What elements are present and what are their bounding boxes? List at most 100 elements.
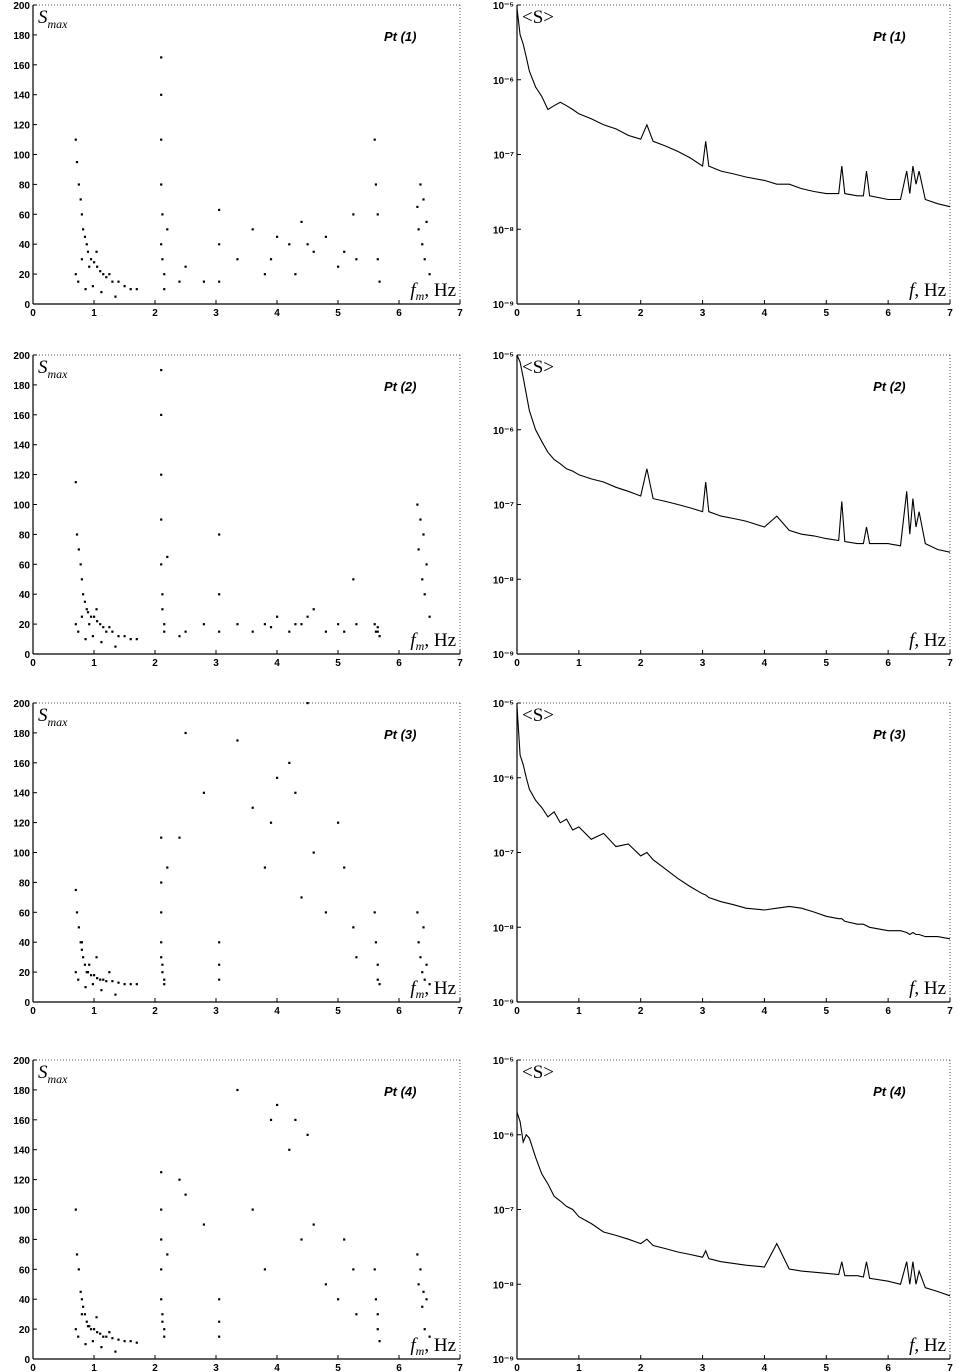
point	[86, 250, 90, 253]
x-tick-label: 6	[396, 308, 402, 319]
y-tick-label: 100	[13, 1206, 30, 1217]
point	[163, 288, 166, 291]
point	[108, 626, 111, 629]
chart-title: Pt (4)	[873, 1084, 906, 1099]
point	[416, 1253, 419, 1256]
y-tick-label: 200	[13, 1056, 30, 1067]
point	[218, 533, 221, 536]
point	[416, 503, 419, 506]
point	[74, 623, 77, 626]
x-axis-label-sub: m	[416, 639, 425, 653]
point	[88, 963, 91, 966]
y-tick-label: 180	[13, 1086, 30, 1097]
x-tick-label: 4	[274, 1363, 280, 1372]
point	[416, 205, 419, 209]
y-tick-label: 20	[19, 270, 31, 281]
point	[251, 630, 254, 633]
point	[82, 593, 85, 596]
point	[77, 926, 80, 929]
point	[428, 983, 431, 986]
point	[100, 641, 103, 644]
point	[123, 1340, 126, 1343]
x-axis-label-main: f	[410, 1335, 418, 1356]
point	[218, 280, 221, 283]
point	[95, 956, 98, 959]
y-axis-label: Smax	[38, 357, 68, 381]
x-axis-label-main: f	[410, 280, 418, 301]
point	[161, 1320, 164, 1323]
point	[96, 620, 99, 623]
point	[163, 1328, 166, 1331]
point	[163, 978, 166, 981]
point	[421, 971, 424, 974]
point	[184, 630, 187, 633]
x-tick-label: 0	[30, 1006, 36, 1017]
point	[376, 1328, 379, 1331]
point	[77, 183, 80, 186]
point	[423, 593, 426, 596]
x-tick-label: 3	[213, 308, 219, 319]
point	[95, 608, 98, 611]
x-tick-label: 2	[152, 1006, 158, 1017]
point	[108, 273, 111, 276]
point	[105, 630, 108, 633]
point	[75, 911, 79, 914]
x-axis-label-rest: , Hz	[424, 630, 456, 651]
point	[79, 941, 82, 944]
point	[166, 228, 169, 231]
point	[123, 983, 126, 986]
y-tick-label: 140	[13, 1146, 30, 1157]
x-axis-label-main: f	[909, 978, 917, 999]
y-tick-label: 200	[13, 351, 30, 362]
point	[269, 258, 273, 261]
y-tick-label: 0	[24, 998, 30, 1009]
point	[428, 273, 431, 276]
point	[82, 956, 85, 959]
x-tick-label: 4	[762, 1006, 768, 1017]
point	[89, 615, 93, 618]
point	[294, 623, 297, 626]
point	[161, 963, 164, 966]
point	[83, 235, 87, 238]
x-tick-label: 6	[885, 658, 891, 669]
chart-title: Pt (3)	[384, 727, 417, 742]
x-tick-label: 3	[700, 1363, 706, 1372]
y-axis-label-main: <S>	[522, 7, 554, 28]
point	[117, 981, 120, 984]
y-tick-label: 140	[13, 789, 30, 800]
point	[294, 1118, 297, 1121]
point	[161, 593, 164, 596]
point	[160, 93, 163, 96]
point	[218, 208, 221, 212]
point	[421, 1305, 424, 1308]
y-tick-label: 80	[19, 180, 31, 191]
point	[111, 1337, 114, 1340]
y-tick-label: 10⁻⁵	[493, 351, 514, 362]
point	[178, 635, 181, 638]
point	[79, 1290, 82, 1293]
y-axis-label-main: S	[38, 1062, 48, 1083]
point	[276, 776, 279, 779]
x-axis-label: f, Hz	[909, 280, 946, 301]
chart-title: Pt (4)	[384, 1084, 417, 1099]
point	[218, 963, 221, 966]
point	[376, 258, 379, 261]
y-axis-label-main: <S>	[522, 357, 554, 378]
point	[93, 1328, 96, 1331]
point	[416, 911, 419, 914]
x-tick-label: 0	[514, 1363, 520, 1372]
point	[100, 1346, 103, 1349]
x-axis-label: fm, Hz	[410, 1335, 456, 1358]
point	[288, 761, 291, 764]
point	[423, 978, 426, 981]
point	[135, 983, 138, 986]
x-axis-label-main: f	[909, 280, 917, 301]
x-tick-label: 1	[576, 658, 582, 669]
point	[288, 243, 291, 246]
y-tick-label: 10⁻⁹	[493, 1355, 514, 1366]
point	[88, 623, 91, 626]
point	[123, 285, 126, 288]
x-tick-label: 1	[576, 1363, 582, 1372]
y-tick-label: 10⁻⁷	[493, 151, 514, 162]
point	[312, 851, 315, 854]
